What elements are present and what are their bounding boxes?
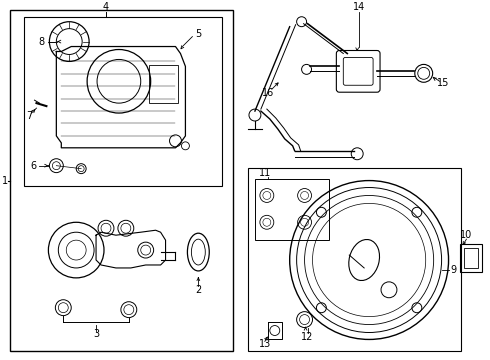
Bar	[10, 10, 233, 351]
Text: 6: 6	[30, 161, 37, 171]
Bar	[148, 66, 178, 103]
Text: 9: 9	[450, 265, 457, 275]
Bar	[255, 179, 329, 240]
Text: 4: 4	[103, 2, 109, 12]
Text: 3: 3	[93, 329, 99, 339]
Text: 11: 11	[259, 168, 271, 177]
Bar	[461, 244, 482, 272]
Text: 13: 13	[259, 339, 271, 350]
Text: 2: 2	[195, 285, 201, 295]
Bar	[248, 168, 462, 351]
Text: 8: 8	[38, 37, 45, 46]
Text: 5: 5	[195, 28, 201, 39]
Text: 16: 16	[262, 88, 274, 98]
Bar	[465, 248, 478, 268]
Text: 1: 1	[1, 176, 8, 185]
Text: 10: 10	[460, 230, 472, 240]
Text: 7: 7	[26, 111, 33, 121]
Text: 14: 14	[353, 2, 366, 12]
Text: 12: 12	[301, 333, 314, 342]
Bar	[24, 17, 222, 185]
Text: 15: 15	[438, 78, 450, 88]
